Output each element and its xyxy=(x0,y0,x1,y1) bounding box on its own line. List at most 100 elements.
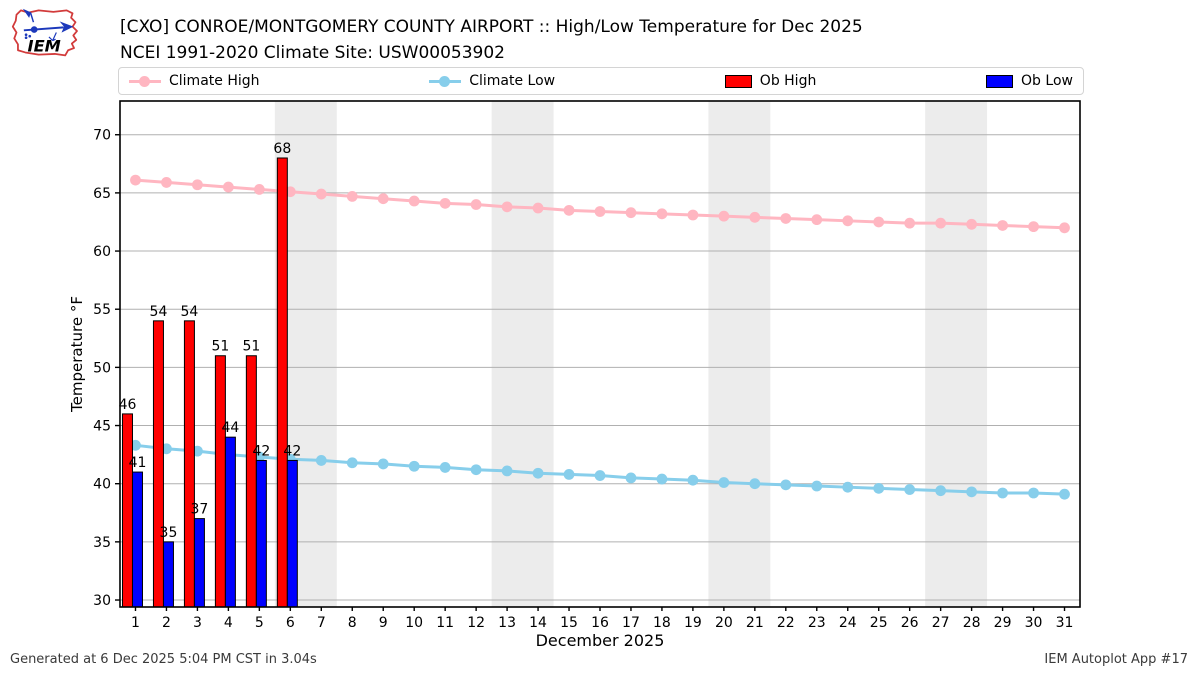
bar-value-label: 42 xyxy=(252,443,270,459)
climate-low-marker xyxy=(780,479,792,491)
climate-low-marker xyxy=(935,485,947,497)
climate-high-marker xyxy=(687,209,699,221)
x-tick-label: 4 xyxy=(224,615,233,631)
climate-low-marker xyxy=(997,487,1008,499)
x-tick-label: 23 xyxy=(808,615,826,631)
bar-value-label: 68 xyxy=(273,141,291,157)
climate-high-marker xyxy=(625,207,637,219)
ob-high-bar xyxy=(152,320,164,608)
ob-high-bar-swatch-icon xyxy=(724,74,752,88)
ob-high-bar xyxy=(183,320,195,608)
x-tick-label: 15 xyxy=(560,615,578,631)
climate-high-marker xyxy=(966,218,978,230)
climate-high-marker xyxy=(1059,222,1070,234)
climate-low-line-swatch-icon xyxy=(429,75,462,88)
x-axis-label: December 2025 xyxy=(536,631,665,650)
legend-item-climate-high: Climate High xyxy=(129,73,260,89)
weekend-band xyxy=(925,101,988,607)
x-tick-label: 14 xyxy=(529,615,547,631)
climate-high-marker xyxy=(749,211,761,223)
y-tick-label: 70 xyxy=(93,128,111,144)
climate-high-marker xyxy=(780,213,792,224)
legend-label: Climate High xyxy=(169,73,260,89)
bar-value-label: 54 xyxy=(150,304,168,320)
x-tick-label: 8 xyxy=(348,615,357,631)
x-tick-label: 2 xyxy=(162,615,171,631)
x-tick-label: 18 xyxy=(653,615,671,631)
climate-low-marker xyxy=(656,473,668,485)
ob-high-bar xyxy=(245,355,257,608)
y-tick-label: 60 xyxy=(93,244,111,260)
climate-low-marker xyxy=(749,478,761,490)
y-tick-label: 50 xyxy=(93,360,111,376)
climate-high-marker xyxy=(811,214,823,226)
ob-low-bar xyxy=(224,436,236,608)
x-tick-label: 10 xyxy=(405,615,423,631)
climate-low-marker xyxy=(408,460,420,472)
climate-high-marker xyxy=(161,177,172,188)
y-tick-label: 35 xyxy=(93,535,111,551)
y-axis-label: Temperature °F xyxy=(68,296,86,413)
climate-low-marker xyxy=(346,457,358,469)
iowa-outline-icon xyxy=(11,9,78,57)
climate-high-marker xyxy=(439,197,451,209)
legend-label: Ob Low xyxy=(1021,73,1073,89)
climate-low-marker xyxy=(501,465,513,477)
x-tick-label: 6 xyxy=(286,615,295,631)
legend-label: Ob High xyxy=(759,73,817,89)
climate-high-marker xyxy=(222,181,234,193)
ob-low-bar xyxy=(162,541,174,608)
climate-high-marker xyxy=(563,204,575,216)
x-tick-label: 1 xyxy=(131,615,140,631)
legend-item-ob-high: Ob High xyxy=(724,73,817,89)
climate-high-marker xyxy=(315,188,327,200)
climate-low-marker xyxy=(439,462,451,473)
x-tick-label: 7 xyxy=(317,615,326,631)
x-tick-label: 30 xyxy=(1025,615,1043,631)
bar-value-label: 51 xyxy=(242,339,260,355)
bar-value-label: 51 xyxy=(211,339,229,355)
footer-generated-text: Generated at 6 Dec 2025 5:04 PM CST in 3… xyxy=(10,652,317,667)
climate-low-marker xyxy=(966,486,978,498)
climate-high-line-swatch-icon xyxy=(129,75,161,88)
x-tick-label: 31 xyxy=(1056,615,1074,631)
bar-value-label: 37 xyxy=(191,502,209,518)
x-tick-label: 27 xyxy=(932,615,950,631)
weekend-band xyxy=(708,101,771,607)
ob-low-bar xyxy=(131,471,143,608)
climate-low-marker xyxy=(842,481,854,493)
legend: Climate High Climate Low Ob High Ob Low xyxy=(118,67,1084,95)
climate-low-marker xyxy=(687,474,699,486)
logo-text: IEM xyxy=(28,37,61,56)
bar-value-label: 35 xyxy=(160,525,178,541)
ob-low-bar-swatch-icon xyxy=(986,74,1014,88)
bar-value-label: 46 xyxy=(119,397,137,413)
y-tick-label: 45 xyxy=(93,419,111,435)
ob-high-bar xyxy=(276,157,288,608)
x-tick-label: 21 xyxy=(746,615,764,631)
climate-high-marker xyxy=(1028,221,1039,233)
page-title: [CXO] CONROE/MONTGOMERY COUNTY AIRPORT :… xyxy=(120,17,863,37)
climate-high-marker xyxy=(873,216,885,228)
climate-low-marker xyxy=(594,470,606,481)
x-tick-label: 26 xyxy=(901,615,919,631)
climate-high-marker xyxy=(192,179,203,191)
x-tick-label: 12 xyxy=(467,615,485,631)
bar-value-label: 42 xyxy=(283,443,301,459)
climate-high-marker xyxy=(130,174,141,186)
climate-low-marker xyxy=(532,467,544,479)
climate-low-marker xyxy=(625,472,637,484)
legend-item-ob-low: Ob Low xyxy=(986,73,1073,89)
ob-high-bar xyxy=(214,355,226,608)
climate-high-marker xyxy=(935,217,947,229)
x-tick-label: 5 xyxy=(255,615,264,631)
climate-low-marker xyxy=(1028,487,1039,499)
y-tick-label: 40 xyxy=(93,477,111,493)
y-tick-label: 55 xyxy=(93,302,111,318)
bar-value-label: 41 xyxy=(129,455,147,471)
climate-low-marker xyxy=(718,477,730,488)
page-subtitle: NCEI 1991-2020 Climate Site: USW00053902 xyxy=(120,43,505,63)
x-tick-label: 19 xyxy=(684,615,702,631)
x-tick-label: 13 xyxy=(498,615,516,631)
